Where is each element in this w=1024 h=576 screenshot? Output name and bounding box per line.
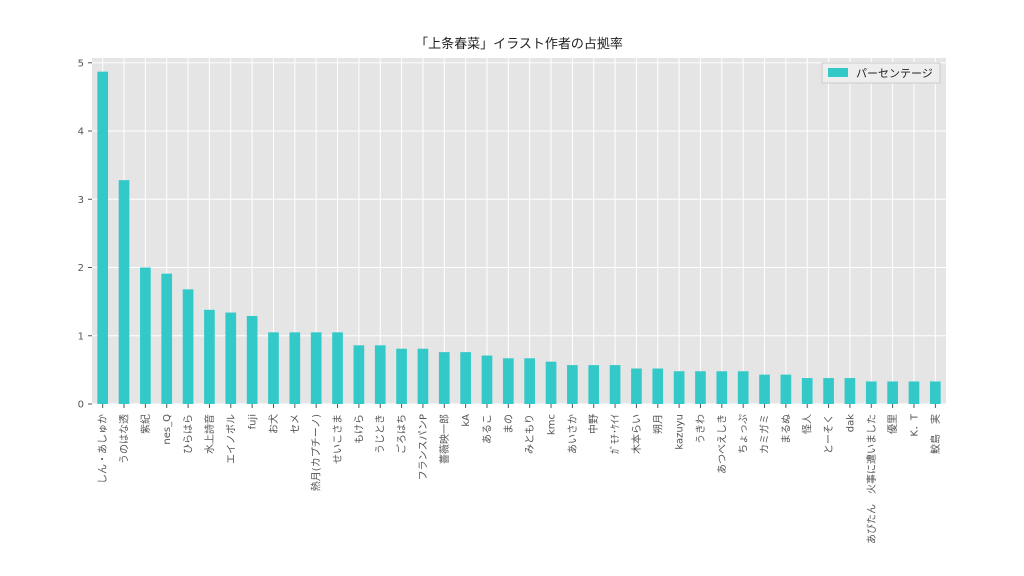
bar xyxy=(737,371,749,404)
bar xyxy=(695,371,706,404)
bar xyxy=(374,345,386,404)
bar xyxy=(225,312,237,404)
bar xyxy=(567,365,578,404)
bar xyxy=(97,71,109,404)
x-tick-label: せいこさま xyxy=(332,414,344,464)
bar xyxy=(673,371,685,404)
bar xyxy=(438,352,450,404)
y-tick-label: 0 xyxy=(78,400,84,411)
x-tick-label: 優里 xyxy=(886,414,899,434)
x-tick-label: 中野 xyxy=(587,414,600,434)
bar xyxy=(332,332,343,404)
y-tick-label: 4 xyxy=(78,127,84,138)
bar xyxy=(204,309,215,404)
bar xyxy=(780,374,792,404)
bar xyxy=(140,267,151,404)
bars xyxy=(97,71,941,404)
x-tick-label: とーそく xyxy=(823,414,835,454)
x-tick-label: お犬 xyxy=(267,414,280,434)
x-tick-label: うきわ xyxy=(695,414,707,444)
bar xyxy=(908,381,920,404)
x-tick-label: K．T xyxy=(909,413,920,437)
y-tick-label: 1 xyxy=(78,331,84,342)
x-tick-label: あいさか xyxy=(567,414,579,454)
bar xyxy=(289,332,301,404)
bar xyxy=(631,368,642,404)
bar xyxy=(844,378,856,404)
x-tick-label: まるぬ xyxy=(780,414,792,444)
bar xyxy=(460,352,471,404)
x-tick-label: kmc xyxy=(547,414,558,435)
y-axis-ticks: 0 1 2 3 4 5 xyxy=(78,58,92,411)
x-tick-label: あびたん 火事に遭いました xyxy=(865,414,878,544)
x-tick-label: 木本らい xyxy=(630,414,643,454)
x-axis-ticks: しん・あしゅか うのはな透 紫紀 nes_Q ひらはら 水上詩音 エイノボル fuji お犬 セメ… xyxy=(97,404,942,544)
legend-swatch xyxy=(828,68,848,77)
x-tick-label: エイノボル xyxy=(225,414,237,464)
bar xyxy=(118,180,130,404)
x-tick-label: 紫紀 xyxy=(139,414,152,434)
x-tick-label: セメ xyxy=(289,414,301,434)
x-tick-label: うじとき xyxy=(375,414,387,454)
y-tick-label: 2 xyxy=(78,263,84,274)
x-tick-label: kazuyu xyxy=(675,414,686,450)
bar xyxy=(182,289,194,404)
bar xyxy=(609,365,621,404)
bar xyxy=(887,381,898,404)
x-tick-label: 怪人 xyxy=(801,414,814,434)
x-tick-label: ひらはら xyxy=(183,414,195,454)
x-tick-label: 薔薇映一郎 xyxy=(438,414,451,464)
bar xyxy=(801,378,813,404)
x-tick-label: 鮫島 実 xyxy=(929,414,942,454)
x-tick-label: ｶﾞﾓﾁ･ｹｲｲ xyxy=(610,414,622,454)
plot-area xyxy=(92,58,946,404)
bar xyxy=(481,355,493,404)
bar xyxy=(161,273,173,404)
x-tick-label: あるこ xyxy=(481,414,493,444)
legend-box xyxy=(821,62,941,84)
x-tick-label: しん・あしゅか xyxy=(97,414,109,484)
x-tick-label: fuji xyxy=(248,414,259,429)
chart-title: 「上条春菜」イラスト作者の占拠率 xyxy=(415,36,623,52)
bar xyxy=(588,365,600,404)
bar xyxy=(865,381,877,404)
x-tick-label: 朔月 xyxy=(651,414,664,434)
x-tick-label: nes_Q xyxy=(162,414,173,445)
bar xyxy=(310,332,322,404)
x-tick-label: dak xyxy=(845,414,856,432)
x-tick-label: うのはな透 xyxy=(119,414,131,464)
bar xyxy=(502,358,514,404)
bar xyxy=(759,374,770,404)
bar xyxy=(545,361,557,404)
bar xyxy=(716,371,728,404)
y-tick-label: 3 xyxy=(78,195,84,206)
x-tick-label: 水上詩音 xyxy=(203,414,216,454)
x-tick-label: ちょっぷ xyxy=(738,414,750,454)
bar xyxy=(417,348,429,404)
x-tick-label: 熱月(カプチーノ) xyxy=(310,414,323,491)
x-tick-label: みともり xyxy=(524,414,536,454)
x-tick-label: フランスパンP xyxy=(417,414,429,480)
bar xyxy=(246,315,258,404)
bar xyxy=(929,381,941,404)
bar xyxy=(268,332,279,404)
x-tick-label: kA xyxy=(461,414,472,427)
bar xyxy=(353,345,365,404)
legend-label: パーセンテージ xyxy=(856,67,933,80)
bar xyxy=(396,348,407,404)
x-tick-label: あつべえしき xyxy=(716,414,728,474)
x-tick-label: ごろはち xyxy=(395,414,408,454)
x-tick-label: まの xyxy=(503,414,515,434)
x-tick-label: もけら xyxy=(353,414,365,444)
x-tick-label: カミガミ xyxy=(759,414,771,454)
bar xyxy=(652,368,664,404)
bar xyxy=(823,378,834,404)
legend: パーセンテージ xyxy=(821,62,941,84)
y-tick-label: 5 xyxy=(78,58,84,69)
bar xyxy=(524,358,536,404)
